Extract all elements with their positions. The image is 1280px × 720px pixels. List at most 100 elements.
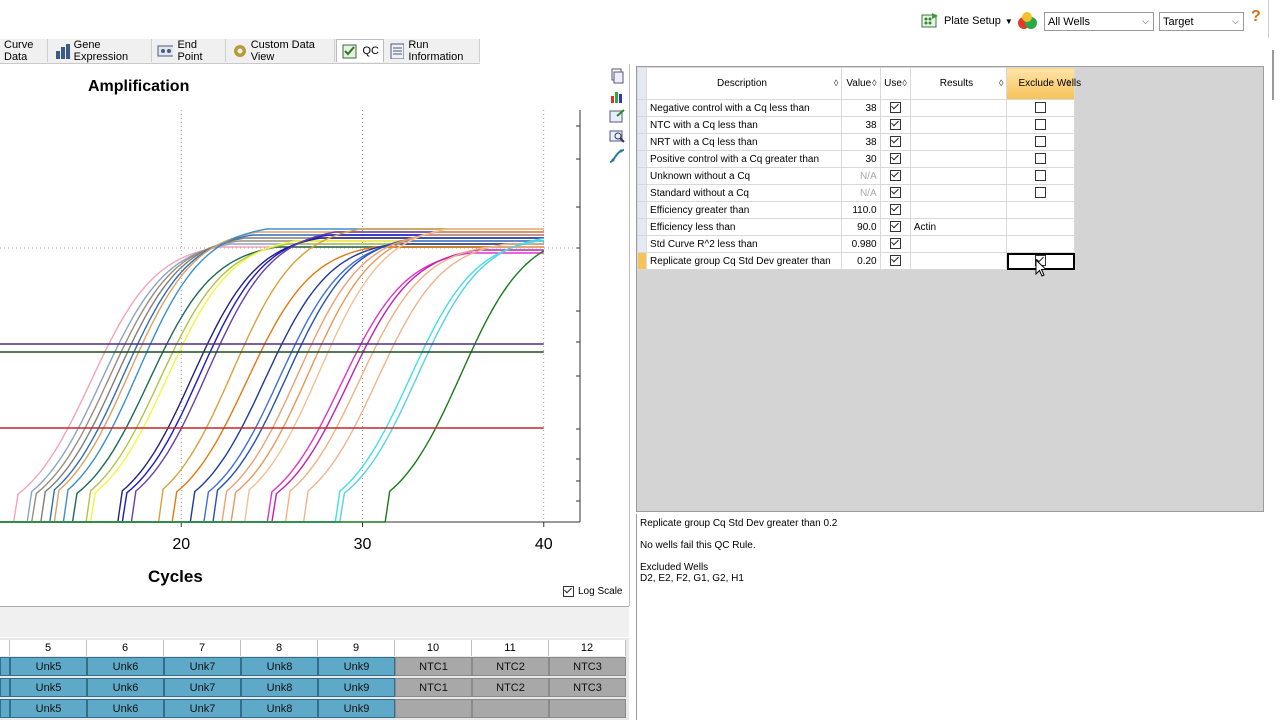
- plate-column-header[interactable]: 6: [87, 640, 164, 656]
- tab-end-point[interactable]: End Point: [153, 39, 226, 63]
- amplification-chart[interactable]: 20 30 40: [0, 64, 629, 606]
- well-groups-button[interactable]: [1016, 10, 1038, 32]
- row-selector[interactable]: [636, 218, 648, 236]
- scrollbar-thumb[interactable]: [1272, 50, 1274, 100]
- tab-curve-data[interactable]: Curve Data: [0, 39, 48, 63]
- plate-well[interactable]: NTC1: [395, 678, 472, 697]
- sort-icon[interactable]: ◊: [872, 78, 877, 88]
- tab-run-information[interactable]: Run Information: [385, 39, 480, 63]
- plate-well[interactable]: [549, 699, 626, 718]
- row-selector[interactable]: [636, 167, 648, 185]
- use-checkbox[interactable]: [889, 187, 901, 199]
- rule-value-cell[interactable]: 110.0: [841, 201, 881, 219]
- rule-value-cell[interactable]: 38: [841, 99, 881, 117]
- tab-qc[interactable]: QC: [336, 39, 384, 62]
- rule-value-cell[interactable]: 38: [841, 133, 881, 151]
- rule-value-cell[interactable]: 0.980: [841, 235, 881, 253]
- plate-column-header[interactable]: 12: [549, 640, 626, 656]
- use-checkbox[interactable]: [889, 102, 901, 114]
- column-header-value[interactable]: Value ◊: [841, 67, 881, 100]
- use-checkbox[interactable]: [889, 153, 901, 165]
- plate-setup-button[interactable]: Plate Setup ▼: [920, 11, 1013, 31]
- plate-well[interactable]: Unk5: [10, 699, 87, 718]
- tab-gene-expression[interactable]: Gene Expression: [50, 39, 152, 63]
- plate-well[interactable]: [0, 678, 10, 697]
- plate-well[interactable]: NTC3: [549, 678, 626, 697]
- plate-well[interactable]: NTC2: [472, 657, 549, 676]
- column-header-exclude-wells[interactable]: Exclude Wells ◊: [1006, 67, 1081, 100]
- rule-value-cell[interactable]: 38: [841, 116, 881, 134]
- plate-well[interactable]: Unk6: [87, 657, 164, 676]
- qc-rule-row[interactable]: NRT with a Cq less than 38: [636, 133, 1075, 151]
- sort-icon[interactable]: ◊: [999, 78, 1004, 88]
- window-scrollbar[interactable]: [1268, 40, 1280, 720]
- sort-icon[interactable]: ◊: [1066, 78, 1071, 88]
- help-icon[interactable]: ?: [1251, 8, 1261, 25]
- exclude-wells-checkbox[interactable]: [1035, 170, 1047, 182]
- plate-column-header[interactable]: 11: [472, 640, 549, 656]
- plate-column-header[interactable]: 7: [164, 640, 241, 656]
- plate-well[interactable]: Unk7: [164, 678, 241, 697]
- copy-icon[interactable]: [609, 68, 625, 84]
- qc-rule-row[interactable]: Replicate group Cq Std Dev greater than 0…: [636, 252, 1075, 270]
- qc-rule-row[interactable]: Positive control with a Cq greater than 3…: [636, 150, 1075, 168]
- qc-rule-row[interactable]: Negative control with a Cq less than 38: [636, 99, 1075, 117]
- plate-well[interactable]: [0, 657, 10, 676]
- row-selector[interactable]: [636, 150, 648, 168]
- row-selector[interactable]: [636, 116, 648, 134]
- plate-well[interactable]: Unk6: [87, 699, 164, 718]
- chart-options-icon[interactable]: [609, 88, 625, 104]
- curve-icon[interactable]: [609, 148, 625, 164]
- export-icon[interactable]: [609, 108, 625, 124]
- plate-well[interactable]: Unk7: [164, 699, 241, 718]
- exclude-wells-checkbox[interactable]: [1035, 102, 1047, 114]
- plate-well[interactable]: NTC2: [472, 678, 549, 697]
- column-header-results[interactable]: Results ◊: [909, 67, 1008, 100]
- qc-rule-row[interactable]: Standard without a Cq N/A: [636, 184, 1075, 202]
- plate-well[interactable]: Unk8: [241, 657, 318, 676]
- use-checkbox[interactable]: [889, 238, 901, 250]
- qc-rule-row[interactable]: Efficiency less than 90.0 Actin: [636, 218, 1075, 236]
- row-selector[interactable]: [636, 184, 648, 202]
- row-selector[interactable]: [636, 201, 648, 219]
- plate-well[interactable]: Unk8: [241, 699, 318, 718]
- plate-well[interactable]: NTC3: [549, 657, 626, 676]
- use-checkbox[interactable]: [889, 221, 901, 233]
- well-filter-select[interactable]: All Wells ⌵: [1044, 12, 1154, 31]
- qc-rule-row[interactable]: NTC with a Cq less than 38: [636, 116, 1075, 134]
- column-header-use[interactable]: Use ◊: [879, 67, 911, 100]
- plate-column-header[interactable]: 5: [10, 640, 87, 656]
- plate-column-header[interactable]: 9: [318, 640, 395, 656]
- plate-well[interactable]: Unk9: [318, 678, 395, 697]
- tab-custom-data-view[interactable]: Custom Data View: [227, 39, 335, 63]
- plate-column-header[interactable]: 8: [241, 640, 318, 656]
- rule-value-cell[interactable]: 0.20: [841, 252, 881, 270]
- plate-well[interactable]: Unk5: [10, 657, 87, 676]
- rule-value-cell[interactable]: 90.0: [841, 218, 881, 236]
- plate-well[interactable]: Unk9: [318, 657, 395, 676]
- plate-well[interactable]: Unk9: [318, 699, 395, 718]
- use-checkbox[interactable]: [889, 255, 901, 267]
- column-header-description[interactable]: Description ◊: [646, 67, 843, 100]
- use-checkbox[interactable]: [889, 204, 901, 216]
- sort-icon[interactable]: ◊: [902, 78, 907, 88]
- rule-value-cell[interactable]: N/A: [841, 184, 881, 202]
- log-scale-checkbox[interactable]: [563, 586, 574, 597]
- row-selector[interactable]: [636, 235, 648, 253]
- qc-rule-row[interactable]: Efficiency greater than 110.0: [636, 201, 1075, 219]
- plate-well[interactable]: [472, 699, 549, 718]
- plate-well[interactable]: [395, 699, 472, 718]
- plate-well[interactable]: Unk7: [164, 657, 241, 676]
- plate-column-header[interactable]: 10: [395, 640, 472, 656]
- qc-rule-row[interactable]: Unknown without a Cq N/A: [636, 167, 1075, 185]
- use-checkbox[interactable]: [889, 136, 901, 148]
- row-selector[interactable]: [636, 99, 648, 117]
- rule-value-cell[interactable]: N/A: [841, 167, 881, 185]
- sort-icon[interactable]: ◊: [833, 78, 839, 88]
- plate-well[interactable]: Unk5: [10, 678, 87, 697]
- log-scale-toggle[interactable]: Log Scale: [563, 586, 622, 597]
- exclude-wells-checkbox[interactable]: [1035, 119, 1047, 131]
- plate-well[interactable]: [0, 699, 10, 718]
- view-by-select[interactable]: Target ⌵: [1159, 12, 1244, 31]
- use-checkbox[interactable]: [889, 119, 901, 131]
